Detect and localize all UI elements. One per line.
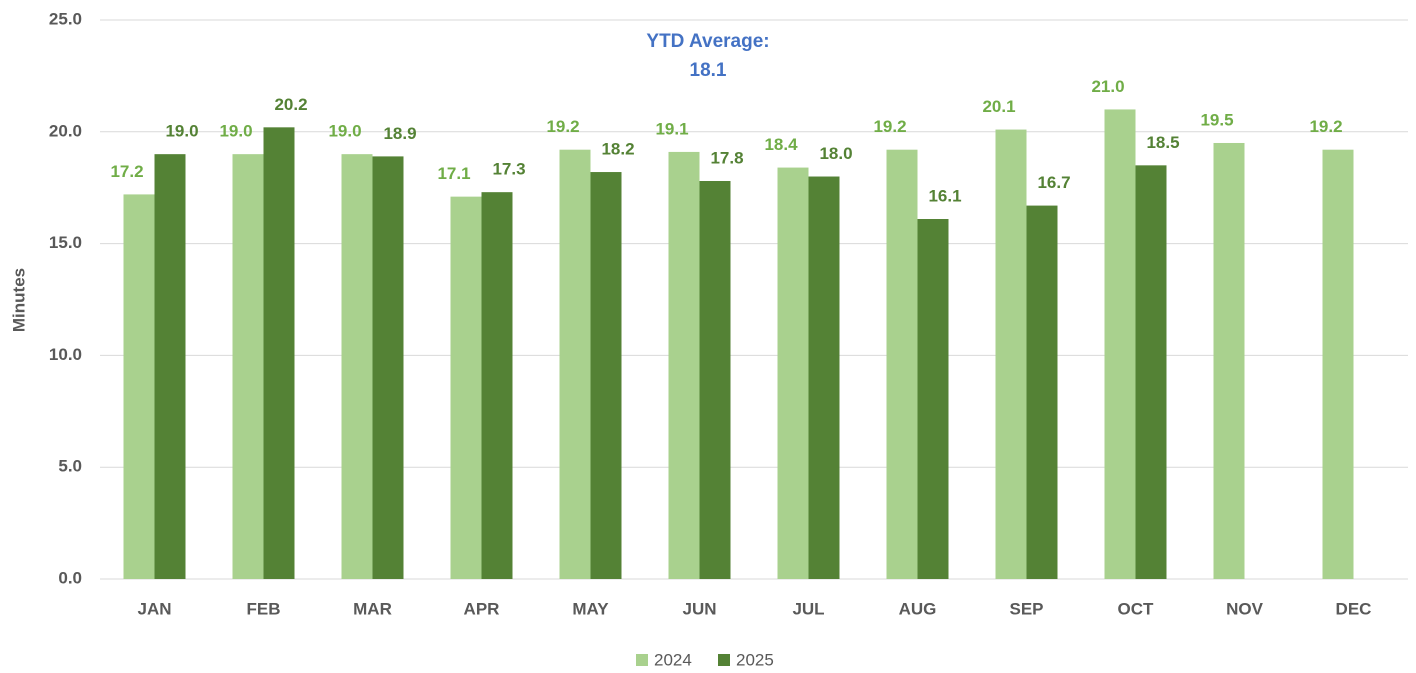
data-label: 17.2 bbox=[110, 162, 143, 181]
y-tick-label: 0.0 bbox=[58, 568, 82, 587]
bar bbox=[341, 154, 373, 579]
x-tick-label: MAR bbox=[353, 599, 392, 618]
data-label: 18.5 bbox=[1146, 133, 1179, 152]
annotation: YTD Average: bbox=[646, 31, 769, 52]
data-label: 18.0 bbox=[819, 144, 852, 163]
x-tick-label: FEB bbox=[247, 599, 281, 618]
bar bbox=[450, 196, 482, 580]
data-label: 17.8 bbox=[710, 148, 743, 167]
data-label: 19.2 bbox=[873, 117, 906, 136]
data-label: 20.2 bbox=[274, 95, 307, 114]
data-label: 16.7 bbox=[1037, 173, 1070, 192]
data-label: 19.1 bbox=[655, 119, 688, 138]
bar bbox=[559, 149, 591, 580]
bar bbox=[1135, 165, 1167, 579]
data-label: 19.0 bbox=[328, 122, 361, 141]
x-tick-label: DEC bbox=[1336, 599, 1372, 618]
bar bbox=[917, 219, 949, 579]
data-label: 17.3 bbox=[492, 160, 525, 179]
annotation: 18.1 bbox=[690, 60, 727, 81]
data-label: 19.5 bbox=[1200, 110, 1233, 129]
data-label: 19.0 bbox=[219, 122, 252, 141]
bar bbox=[263, 127, 295, 579]
bar bbox=[995, 129, 1027, 579]
data-label: 16.1 bbox=[928, 186, 961, 205]
data-label: 19.0 bbox=[165, 122, 198, 141]
bar bbox=[154, 154, 186, 579]
data-label: 19.2 bbox=[546, 117, 579, 136]
y-tick-label: 10.0 bbox=[49, 345, 82, 364]
x-tick-label: JAN bbox=[137, 599, 171, 618]
bar bbox=[232, 154, 264, 579]
legend-label: 2024 bbox=[654, 650, 692, 669]
legend-label: 2025 bbox=[736, 650, 774, 669]
data-label: 17.1 bbox=[437, 164, 470, 183]
data-label: 18.2 bbox=[601, 140, 634, 159]
y-tick-label: 20.0 bbox=[49, 121, 82, 140]
bar bbox=[699, 180, 731, 579]
data-label: 21.0 bbox=[1091, 77, 1124, 96]
data-label: 18.9 bbox=[383, 124, 416, 143]
data-label: 18.4 bbox=[764, 135, 798, 154]
legend-swatch bbox=[718, 654, 730, 666]
data-label: 19.2 bbox=[1309, 117, 1342, 136]
bar bbox=[1213, 142, 1245, 580]
legend-swatch bbox=[636, 654, 648, 666]
y-tick-label: 15.0 bbox=[49, 233, 82, 252]
bar bbox=[668, 151, 700, 579]
bar bbox=[1104, 109, 1136, 579]
data-label: 20.1 bbox=[982, 97, 1015, 116]
bar bbox=[481, 192, 513, 579]
x-tick-label: APR bbox=[464, 599, 500, 618]
bar bbox=[590, 172, 622, 579]
x-tick-label: SEP bbox=[1009, 599, 1043, 618]
x-tick-label: JUN bbox=[682, 599, 716, 618]
x-tick-label: MAY bbox=[572, 599, 609, 618]
y-axis-label: Minutes bbox=[9, 268, 28, 332]
x-tick-label: OCT bbox=[1118, 599, 1155, 618]
bar bbox=[886, 149, 918, 580]
bar bbox=[372, 156, 404, 579]
y-tick-label: 5.0 bbox=[58, 457, 82, 476]
x-tick-label: AUG bbox=[899, 599, 937, 618]
y-tick-label: 25.0 bbox=[49, 9, 82, 28]
bar bbox=[1026, 205, 1058, 579]
x-tick-label: JUL bbox=[792, 599, 824, 618]
bar bbox=[777, 167, 809, 580]
bar bbox=[1322, 149, 1354, 580]
bar bbox=[123, 194, 155, 579]
bar bbox=[808, 176, 840, 579]
x-tick-label: NOV bbox=[1226, 599, 1264, 618]
